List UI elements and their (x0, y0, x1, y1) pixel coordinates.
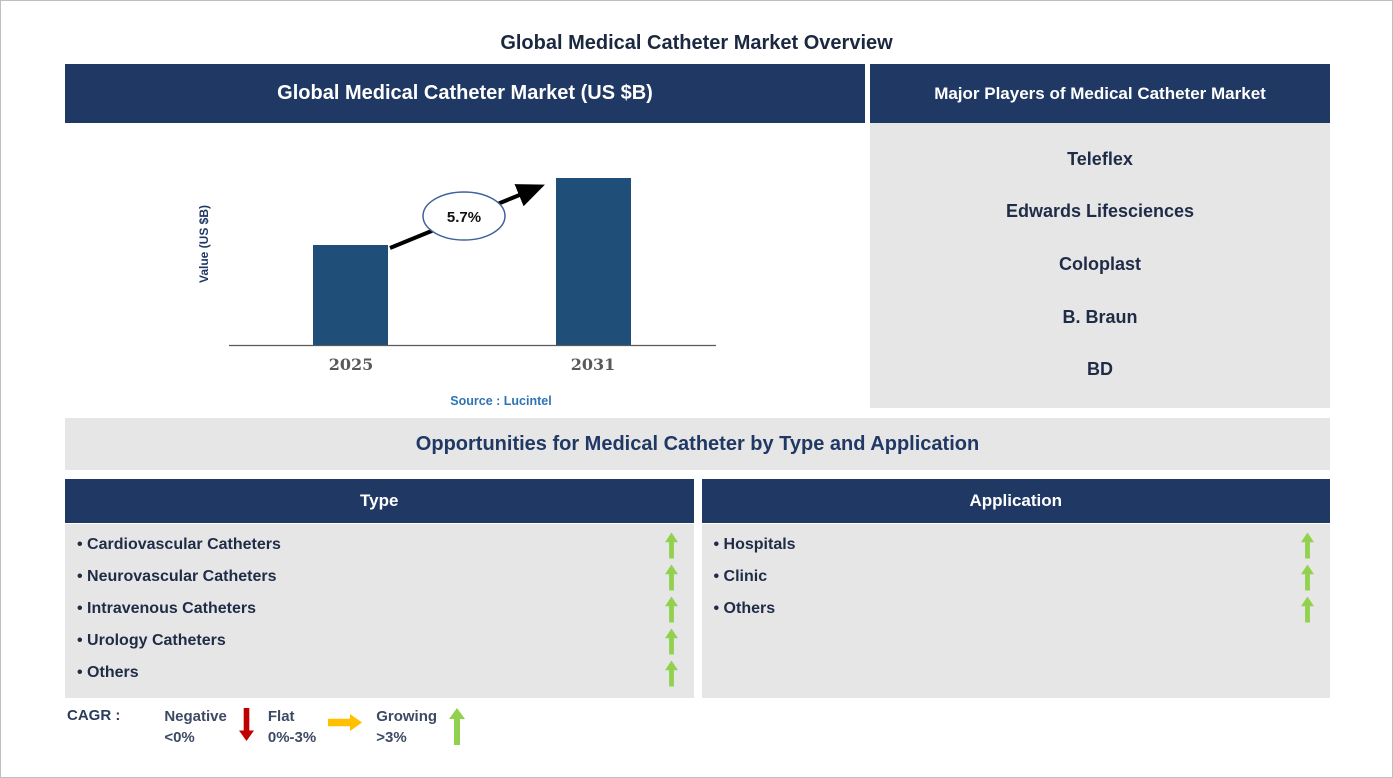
list-item: Others (714, 593, 1314, 625)
up-arrow-icon (449, 708, 466, 745)
legend-entry-name: Growing (376, 708, 438, 725)
legend-entry-range: <0% (164, 729, 195, 746)
application-column-body: Hospitals Clinic Others (701, 524, 1330, 698)
trend-up-icon (664, 532, 678, 558)
players-list: Teleflex Edwards Lifesciences Coloplast … (870, 123, 1330, 408)
bar-2025 (313, 245, 388, 345)
market-bar-chart: Value (US $B) 5.7% 2025 2031 Source : Lu… (197, 178, 716, 408)
item-label: Clinic (714, 568, 768, 586)
list-item: Urology Catheters (77, 625, 678, 657)
trend-up-icon (664, 660, 678, 686)
cagr-value: 5.7% (447, 209, 481, 226)
opportunities-title: Opportunities for Medical Catheter by Ty… (65, 418, 1330, 470)
legend-entry-name: Negative (164, 708, 227, 725)
item-label: Hospitals (714, 536, 796, 554)
player-name: Teleflex (1067, 148, 1133, 169)
player-name: B. Braun (1062, 306, 1138, 327)
trend-up-icon (664, 596, 678, 622)
down-arrow-icon (238, 708, 254, 741)
legend-entry-range: 0%-3% (267, 729, 317, 746)
x-tick-2025: 2025 (329, 355, 374, 374)
legend-entry-text: Growing >3% (376, 704, 437, 748)
player-name: Coloplast (1058, 253, 1141, 274)
trend-up-icon (664, 628, 678, 654)
trend-up-icon (664, 564, 678, 590)
bar-2031 (556, 178, 631, 345)
application-column: Application Hospitals Clinic Others (701, 479, 1330, 698)
item-label: Cardiovascular Catheters (77, 536, 281, 554)
cagr-legend: CAGR : Negative <0% Flat 0%-3% Growing >… (67, 704, 479, 748)
chart-panel-header: Global Medical Catheter Market (US $B) (65, 64, 865, 123)
item-label: Neurovascular Catheters (77, 568, 276, 586)
item-label: Others (714, 600, 776, 618)
application-column-header: Application (701, 479, 1330, 523)
chart-source: Source : Lucintel (450, 394, 551, 408)
type-column: Type Cardiovascular Catheters Neurovascu… (65, 479, 694, 698)
y-axis-label: Value (US $B) (197, 205, 211, 283)
opportunities-columns: Type Cardiovascular Catheters Neurovascu… (65, 479, 1330, 698)
legend-entry-text: Negative <0% (164, 704, 227, 748)
list-item: Cardiovascular Catheters (77, 529, 678, 561)
legend-entry-range: >3% (376, 729, 407, 746)
trend-up-icon (1301, 564, 1314, 590)
list-item: Clinic (714, 561, 1314, 593)
item-label: Intravenous Catheters (77, 600, 256, 618)
chart-body: Value (US $B) 5.7% 2025 2031 Source : Lu… (65, 123, 865, 413)
cagr-legend-label: CAGR : (67, 707, 121, 724)
legend-entry-text: Flat 0%-3% (268, 704, 316, 748)
list-item: Intravenous Catheters (77, 593, 678, 625)
legend-entry-growing: Growing >3% (376, 704, 479, 748)
legend-entry-negative: Negative <0% (164, 704, 268, 748)
x-tick-2031: 2031 (571, 355, 616, 374)
trend-up-icon (1301, 532, 1314, 558)
item-label: Urology Catheters (77, 632, 226, 650)
right-arrow-icon (328, 714, 363, 731)
page-title: Global Medical Catheter Market Overview (500, 32, 893, 54)
player-name: Edwards Lifesciences (1005, 201, 1195, 222)
list-item: Hospitals (714, 529, 1314, 561)
type-column-header: Type (65, 479, 694, 523)
top-row: Global Medical Catheter Market (US $B) V… (65, 64, 1330, 413)
type-column-body: Cardiovascular Catheters Neurovascular C… (65, 524, 694, 698)
list-item: Neurovascular Catheters (77, 561, 678, 593)
major-players-panel: Major Players of Medical Catheter Market… (870, 64, 1330, 413)
list-item: Others (77, 657, 678, 689)
market-chart-panel: Global Medical Catheter Market (US $B) V… (65, 64, 865, 413)
legend-entry-name: Flat (267, 708, 295, 725)
trend-up-icon (1301, 596, 1314, 622)
legend-entry-flat: Flat 0%-3% (268, 704, 376, 748)
item-label: Others (77, 664, 139, 682)
cagr-ellipse (422, 191, 506, 241)
player-name: BD (1087, 359, 1113, 380)
players-panel-header: Major Players of Medical Catheter Market (870, 64, 1330, 123)
